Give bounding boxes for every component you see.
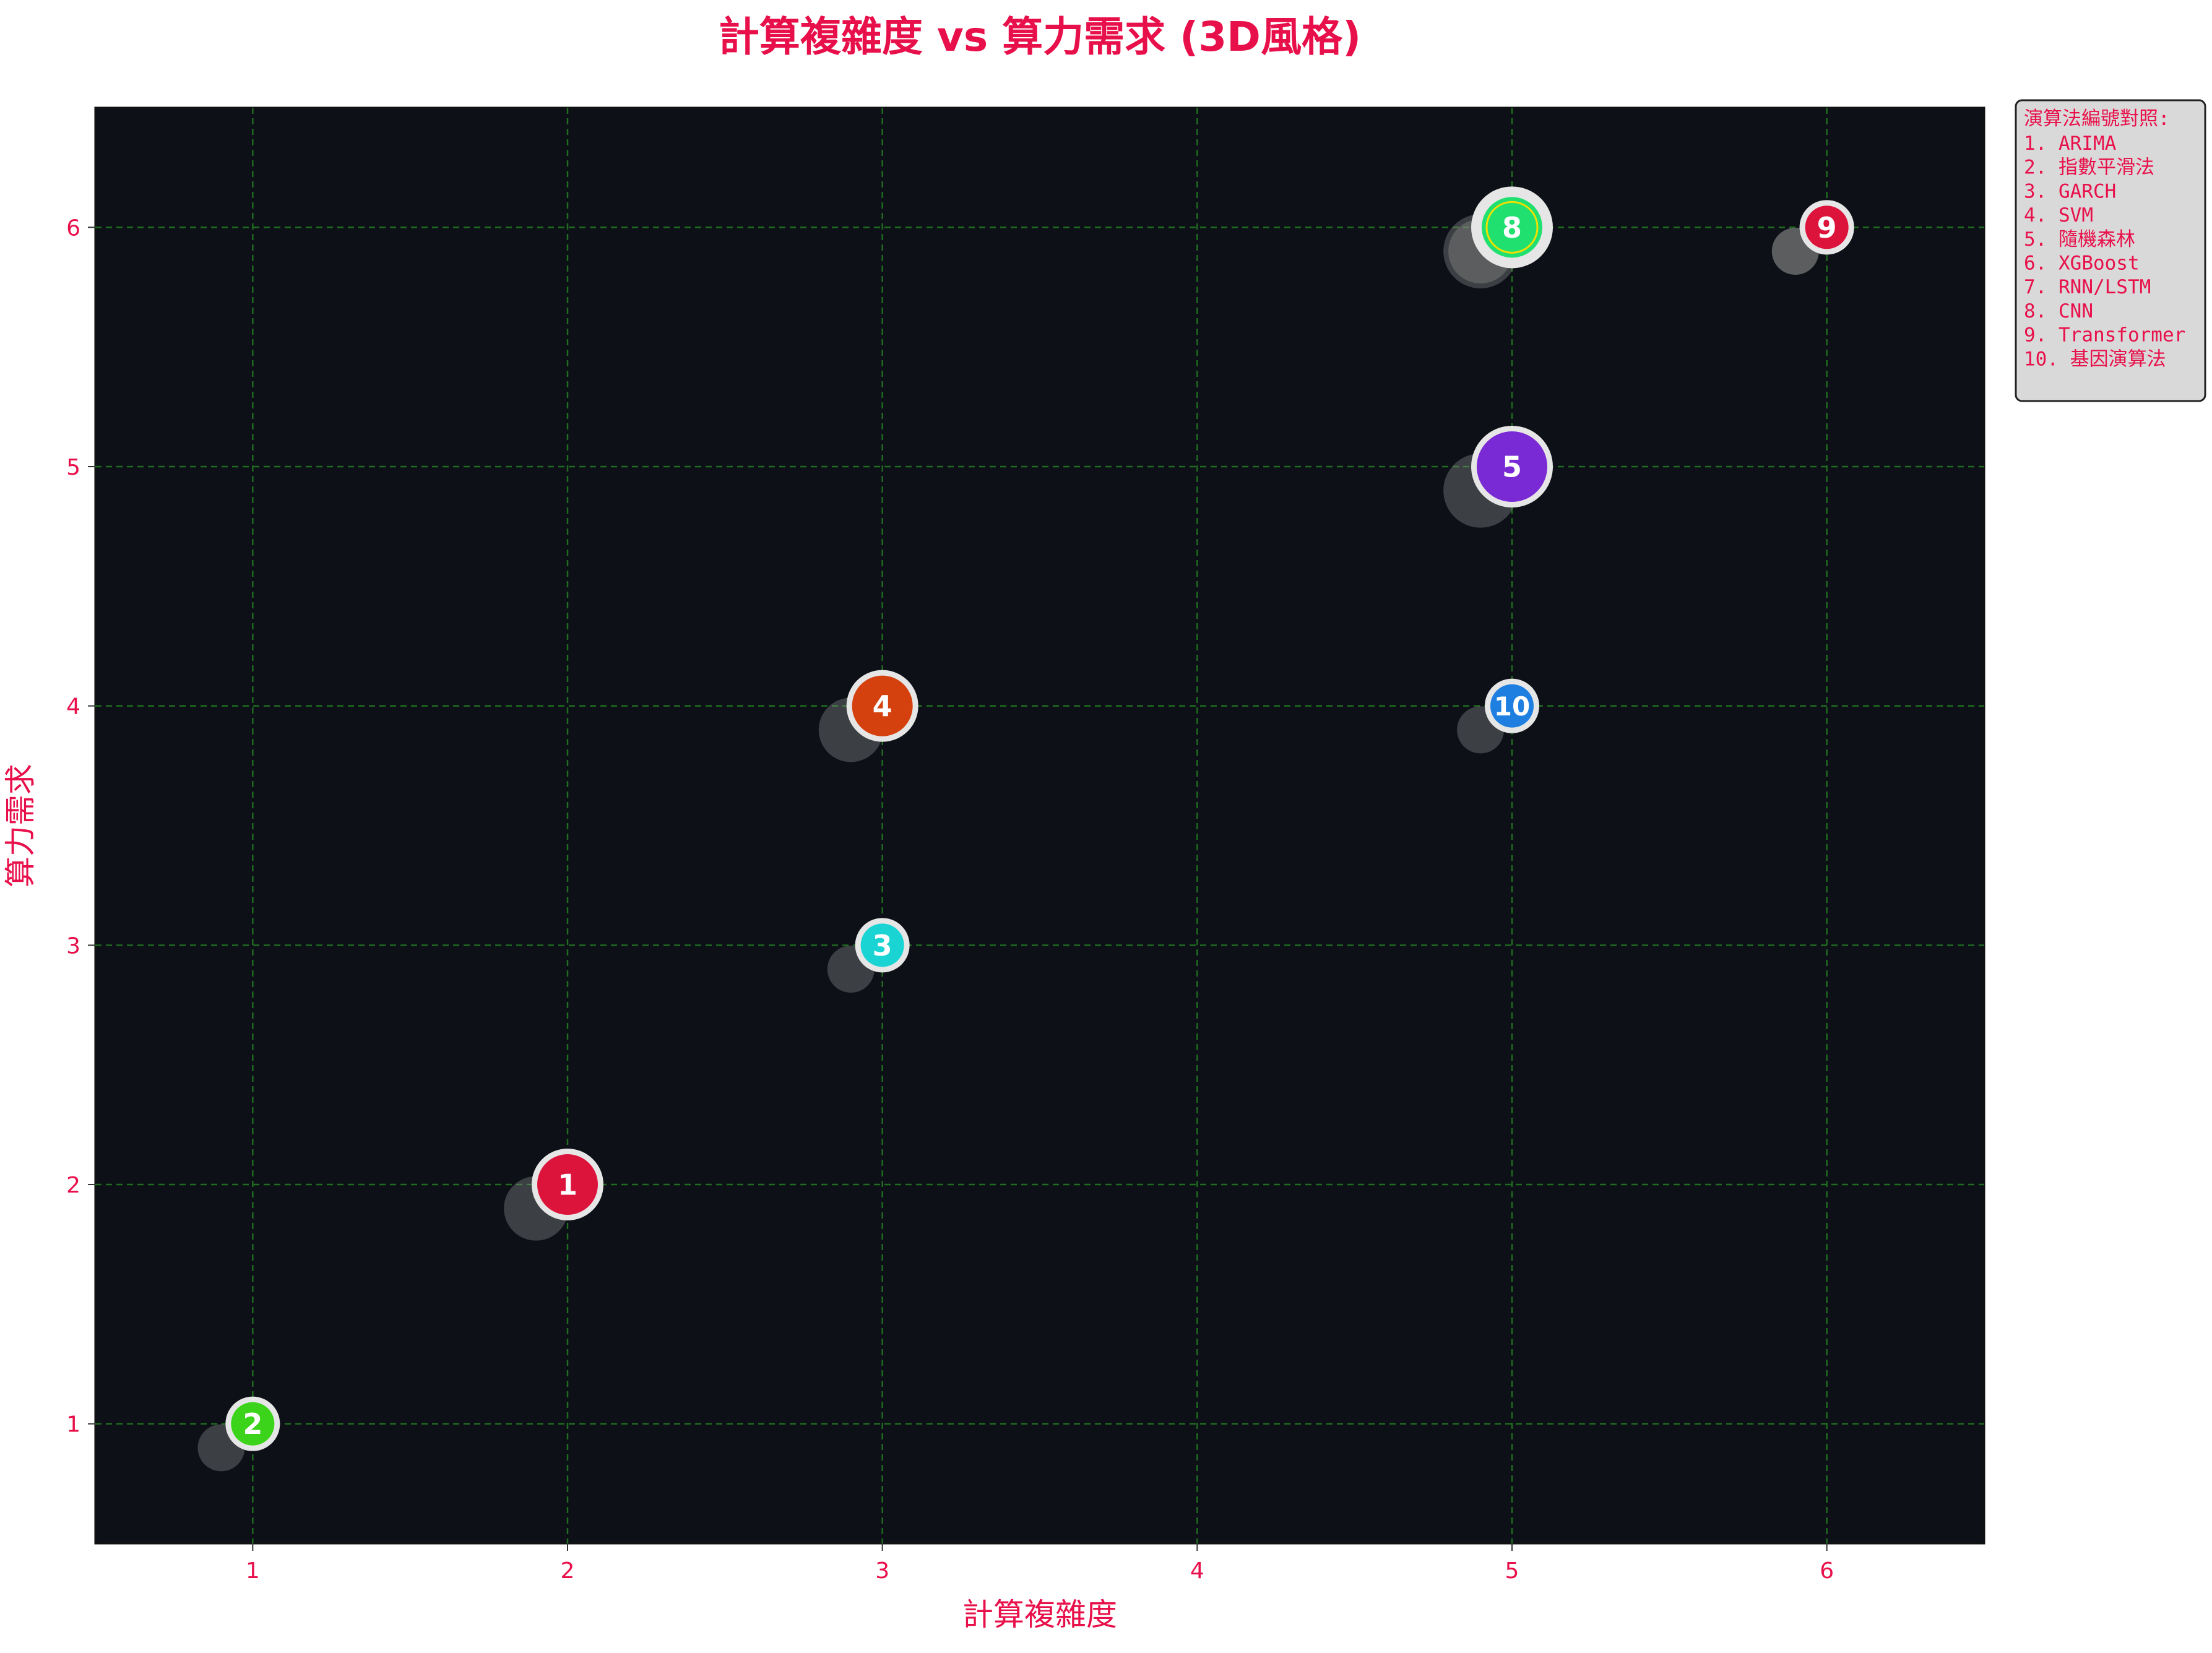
point-label: 8 [1502,211,1522,244]
x-axis-label: 計算複雜度 [962,1597,1117,1633]
x-tick-label: 4 [1190,1558,1204,1584]
data-point: 1 [532,1149,603,1220]
point-label: 2 [243,1407,262,1441]
chart-title: 計算複雜度 vs 算力需求 (3D風格) [719,13,1361,61]
plot-area [94,106,1985,1545]
y-tick-label: 5 [66,455,80,480]
data-point: 5 [1471,426,1553,507]
point-marker [860,923,904,967]
legend-item: 7. RNN/LSTM [2024,276,2151,298]
point-marker [1477,431,1547,502]
x-tick-label: 2 [561,1558,575,1584]
y-tick-label: 6 [66,215,80,241]
x-tick-label: 6 [1820,1558,1834,1584]
point-marker [1805,205,1849,249]
point-marker [1482,197,1542,258]
legend-item: 10. 基因演算法 [2024,348,2166,370]
data-point: 10 [1485,678,1539,733]
legend-item: 4. SVM [2024,204,2093,227]
point-marker [1490,684,1534,728]
legend-item: 5. 隨機森林 [2024,228,2135,251]
legend-item: 8. CNN [2024,300,2093,322]
x-tick-label: 1 [246,1558,260,1584]
y-axis-label: 算力需求 [2,764,38,887]
x-tick-label: 5 [1505,1558,1519,1584]
point-marker [231,1402,275,1446]
data-point: 8 [1476,191,1548,264]
point-label: 10 [1494,691,1530,722]
y-tick-label: 1 [66,1412,80,1438]
x-tick-label: 3 [875,1558,889,1584]
data-point: 2 [225,1396,280,1451]
data-point: 4 [846,670,918,742]
y-tick-label: 2 [66,1173,80,1198]
axis-ticks: 1 2 3 4 5 6 1 2 3 4 5 6 [66,215,1834,1584]
legend-item: 6. XGBoost [2024,252,2140,275]
point-label: 1 [558,1168,577,1202]
legend-item: 2. 指數平滑法 [2024,157,2154,179]
y-tick-label: 3 [66,933,80,959]
point-ring [1485,201,1539,254]
legend-item: 3. GARCH [2024,180,2116,202]
point-marker [852,675,913,736]
data-point: 9 [1799,200,1854,255]
legend-item: 1. ARIMA [2024,132,2117,155]
data-point: 3 [855,918,910,973]
point-label: 5 [1502,451,1522,484]
legend-box [2015,99,2206,402]
point-label: 4 [873,689,892,723]
point-marker [537,1154,598,1215]
point-label: 9 [1817,211,1837,244]
point-label: 3 [873,929,892,962]
legend-item: 9. Transformer [2024,324,2185,347]
data-points: 12345678910 [225,186,1854,1451]
y-tick-label: 4 [66,694,80,720]
grid [95,108,1984,1543]
legend-title: 演算法編號對照: [2024,108,2170,130]
